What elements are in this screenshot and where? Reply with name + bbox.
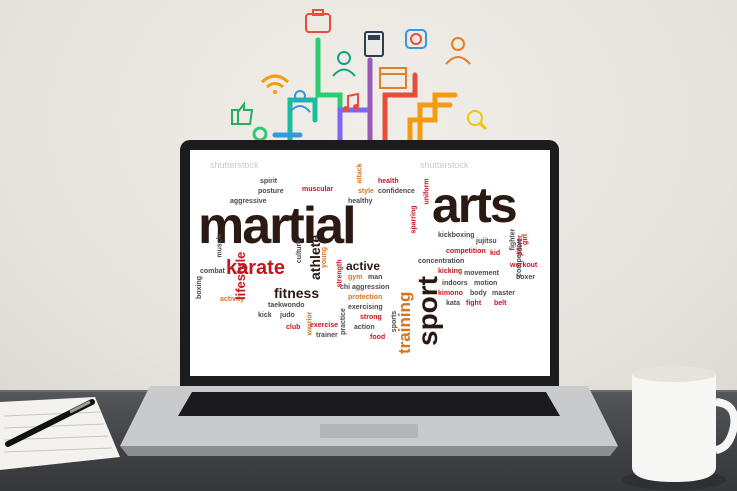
person-icon <box>289 90 311 113</box>
word: food <box>370 334 386 341</box>
word: style <box>358 188 374 195</box>
word: movement <box>464 270 500 277</box>
word: kickboxing <box>438 232 475 239</box>
word: fight <box>466 300 482 307</box>
person-icon <box>332 51 356 77</box>
word: strong <box>360 314 382 321</box>
word: healthy <box>348 198 373 205</box>
music-note-icon <box>343 92 359 112</box>
word: kick <box>258 312 272 319</box>
word: aggressive <box>230 198 267 205</box>
word: boxer <box>516 274 536 281</box>
word: judo <box>280 312 295 319</box>
gear-icon <box>252 126 268 142</box>
word: action <box>354 324 375 331</box>
word: kid <box>490 250 501 257</box>
browser-icon <box>379 67 407 89</box>
word: attack <box>356 163 364 184</box>
word: motion <box>474 280 498 287</box>
notebook <box>0 397 120 470</box>
word: activity <box>220 296 245 303</box>
word-martial: martial <box>198 197 357 255</box>
word: sparring <box>410 205 418 234</box>
word: aggression <box>352 284 390 291</box>
laptop-screen: shutterstock shutterstock spirit posture… <box>190 150 550 376</box>
word: confidence <box>378 188 415 195</box>
word: body <box>470 290 487 297</box>
word-karate: karate <box>226 257 285 279</box>
word-training: training <box>395 291 414 354</box>
camera-icon <box>405 29 427 49</box>
word: exercising <box>348 304 383 311</box>
word: boxing <box>195 276 203 299</box>
word: health <box>378 178 399 185</box>
word: concentration <box>418 258 465 265</box>
thumbs-up-icon <box>231 101 254 125</box>
word: competition <box>446 248 486 255</box>
word-athlete: athlete <box>307 234 323 280</box>
word: combat <box>200 268 225 275</box>
word: kimono <box>438 290 463 297</box>
word: gym <box>348 274 363 281</box>
calculator-icon <box>364 31 384 57</box>
word: club <box>286 324 301 331</box>
word-arts: arts <box>432 177 518 233</box>
keyboard <box>178 392 560 416</box>
word-lifestyle: lifestyle <box>233 251 248 300</box>
word: exercise <box>310 322 339 329</box>
app-icons-network <box>231 9 488 143</box>
word: protection <box>348 294 383 301</box>
search-icon <box>467 110 488 131</box>
word: trainer <box>316 332 338 339</box>
word: belt <box>494 300 507 307</box>
word: kicking <box>438 268 463 275</box>
word: young <box>321 247 328 268</box>
wifi-icon <box>260 74 290 94</box>
word-sport: sport <box>412 276 443 346</box>
word: culture <box>296 239 304 264</box>
briefcase-icon <box>305 9 331 33</box>
word-active: active <box>346 259 381 273</box>
word-fitness: fitness <box>274 285 320 301</box>
word: muscular <box>302 186 334 193</box>
watermark: shutterstock <box>420 160 469 170</box>
word: jujitsu <box>476 238 497 245</box>
word: muscle <box>216 233 224 258</box>
word: master <box>492 290 515 297</box>
trackpad <box>320 424 418 438</box>
word: taekwondo <box>268 302 305 309</box>
word: spirit <box>260 178 278 185</box>
word: workout <box>510 262 538 269</box>
pen-icon <box>5 399 95 447</box>
word: man <box>368 274 383 281</box>
word: posture <box>258 188 284 195</box>
laptop-base <box>120 386 618 456</box>
coffee-mug <box>622 366 737 490</box>
watermark: shutterstock <box>210 160 259 170</box>
person-icon <box>445 37 471 65</box>
word: competitive <box>515 238 523 277</box>
word: uniform <box>423 178 431 205</box>
word: indoors <box>442 280 468 287</box>
word: kata <box>446 300 461 307</box>
word: practice <box>339 308 347 335</box>
word: chi <box>340 284 351 291</box>
